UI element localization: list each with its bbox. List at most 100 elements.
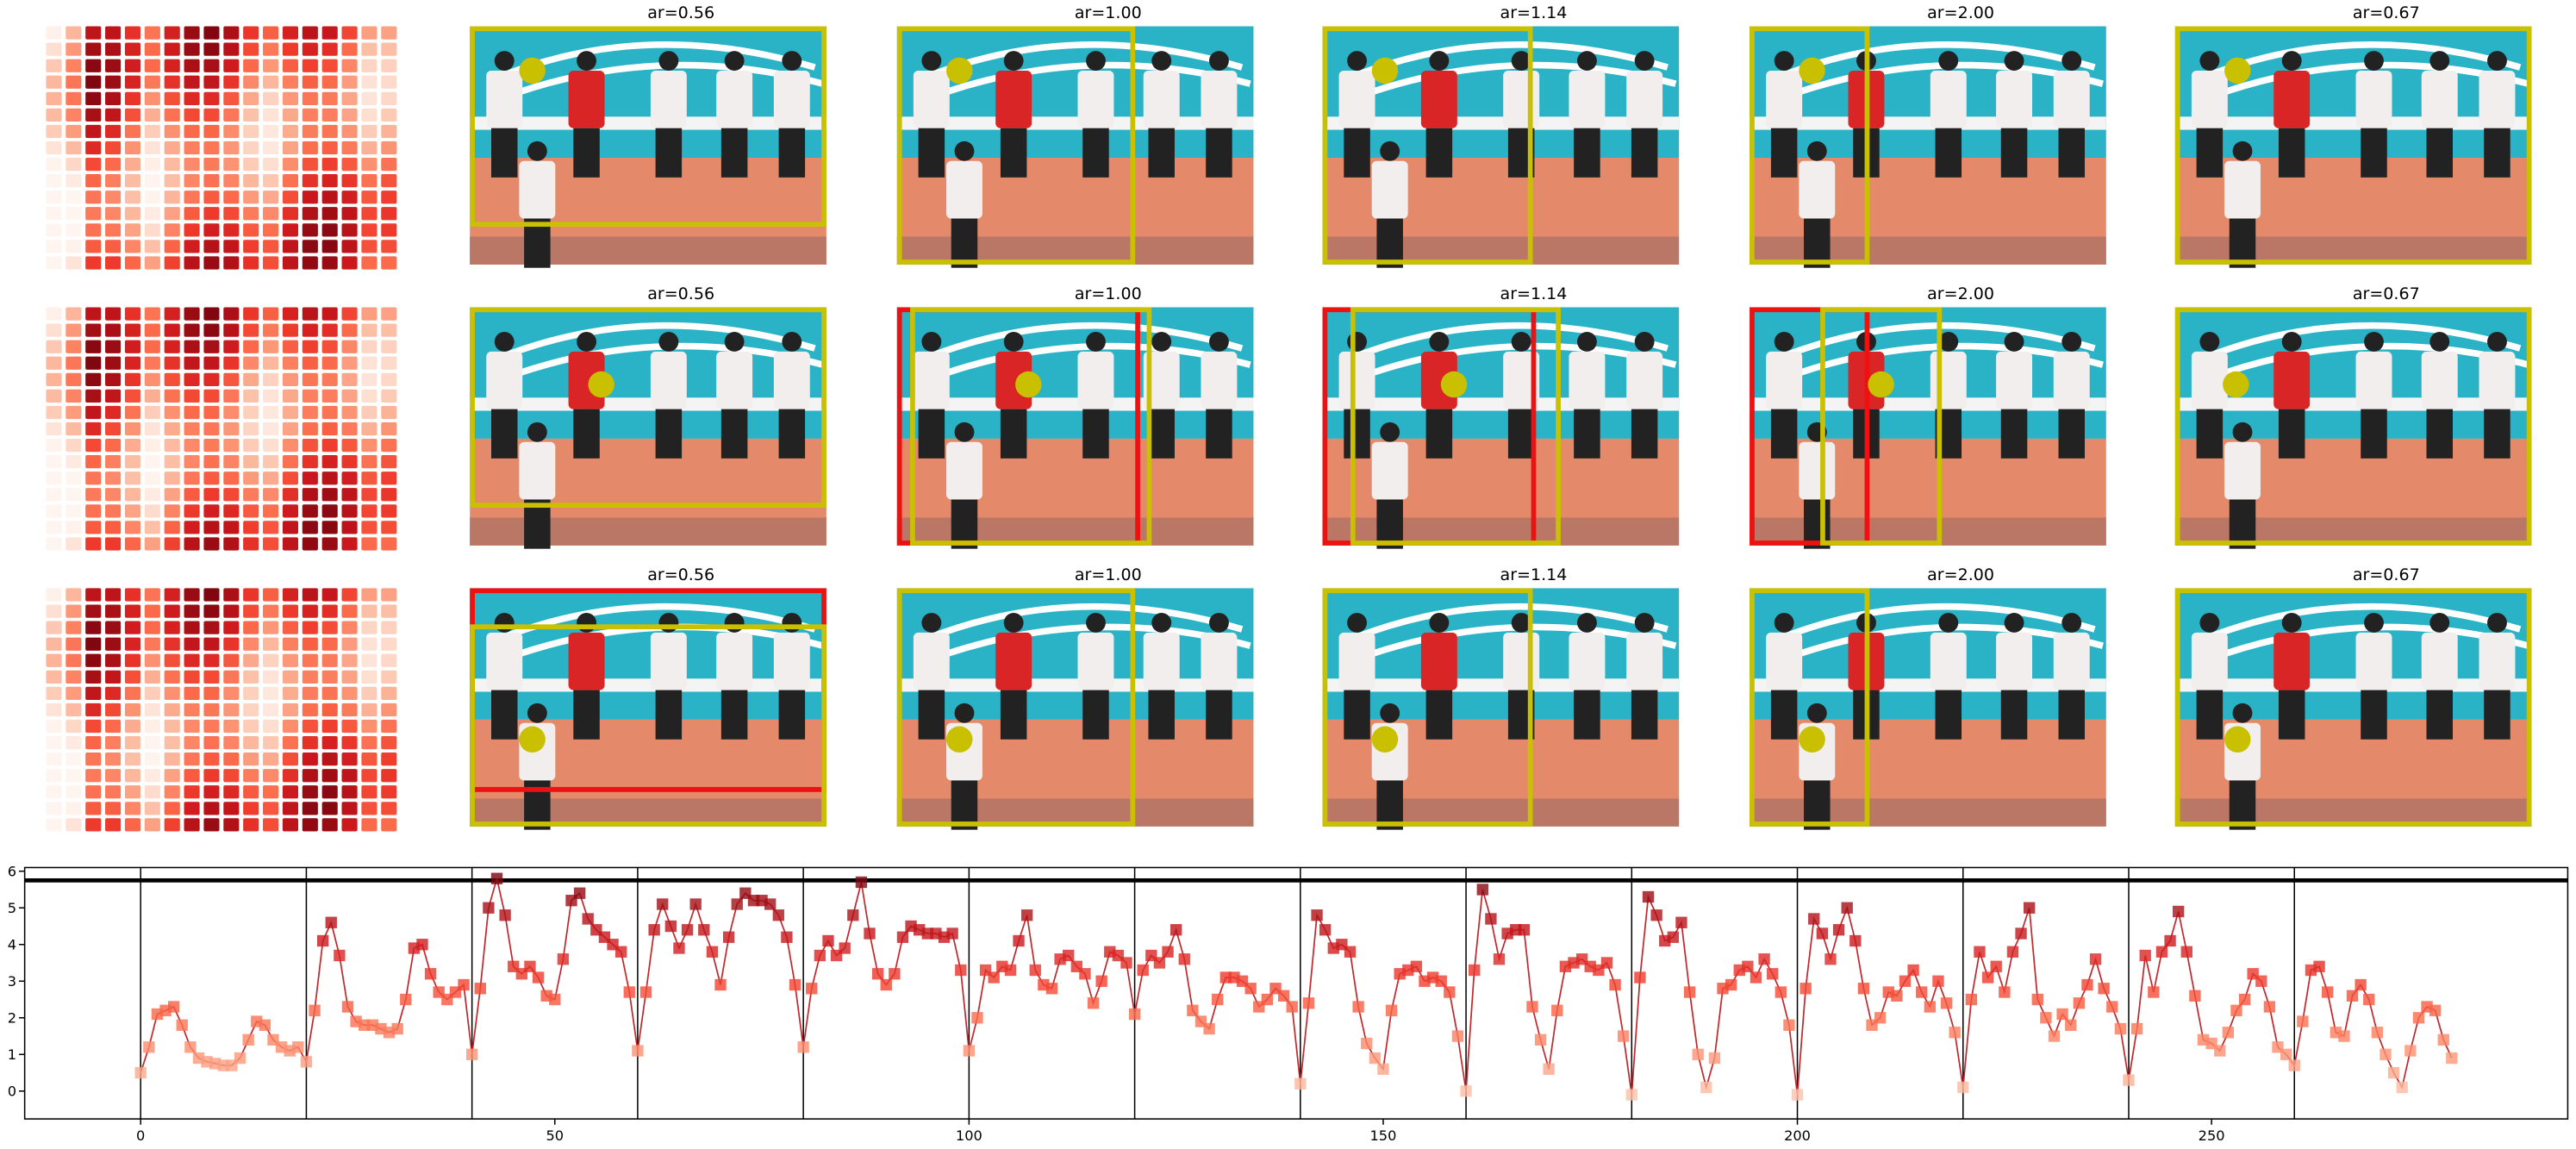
- marker: [334, 949, 346, 962]
- heatmap-cell: [105, 455, 122, 469]
- heatmap-cell: [223, 174, 240, 188]
- heatmap-cell: [164, 75, 180, 89]
- heatmap-cell: [263, 108, 279, 122]
- heatmap-cell: [341, 653, 358, 667]
- heatmap-cell: [46, 207, 62, 221]
- heatmap-cell: [302, 785, 318, 799]
- heatmap-cell: [381, 785, 397, 799]
- player-head: [1576, 51, 1597, 71]
- heatmap-cell: [65, 356, 82, 370]
- player-legs: [1206, 690, 1232, 740]
- player-legs: [1344, 690, 1370, 740]
- heatmap-cell: [263, 621, 279, 634]
- player-head: [1086, 332, 1106, 352]
- player: [1371, 160, 1408, 219]
- heatmap-cell: [381, 59, 397, 72]
- heatmap-cell: [282, 256, 299, 270]
- heatmap-cell: [105, 323, 122, 337]
- net: [1322, 116, 1680, 130]
- heatmap-cell: [144, 769, 160, 783]
- heatmap-cell: [223, 190, 240, 204]
- heatmap-cell: [341, 621, 358, 634]
- player: [716, 70, 753, 128]
- heatmap-cell: [381, 340, 397, 353]
- player-head: [2232, 422, 2253, 442]
- heatmap-cell: [164, 438, 180, 453]
- player: [2053, 632, 2090, 690]
- heatmap-cell: [361, 588, 377, 602]
- heatmap-cell: [85, 108, 102, 122]
- marker: [2023, 902, 2036, 914]
- heatmap-cell: [263, 537, 279, 551]
- heatmap-cell: [282, 455, 299, 469]
- marker: [1932, 975, 1944, 987]
- bbox: [910, 307, 1152, 546]
- heatmap-cell: [361, 223, 377, 237]
- heatmap-cell: [144, 735, 160, 750]
- marker: [292, 1041, 304, 1053]
- heatmap-cell: [184, 372, 200, 386]
- player: [1338, 70, 1375, 128]
- heatmap-cell: [243, 91, 259, 105]
- heatmap-cell: [124, 223, 141, 237]
- heatmap-cell: [105, 438, 122, 453]
- heatmap-cell: [164, 769, 180, 783]
- heatmap-cell: [203, 785, 220, 799]
- heatmap-cell: [223, 91, 240, 105]
- marker: [2015, 927, 2027, 940]
- heatmap-cell: [203, 504, 220, 518]
- heatmap-cell: [263, 471, 279, 485]
- heatmap-cell: [341, 785, 358, 799]
- heatmap-cell: [105, 26, 122, 40]
- marker: [1675, 916, 1687, 928]
- marker: [2297, 1015, 2309, 1027]
- marker: [1650, 909, 1662, 921]
- marker: [391, 1022, 403, 1035]
- player: [995, 70, 1032, 128]
- heatmap-cell: [184, 157, 200, 172]
- player: [650, 632, 687, 690]
- marker: [1725, 978, 1737, 991]
- heatmap-cell: [223, 719, 240, 734]
- player-head: [2199, 332, 2220, 352]
- heatmap-cell: [341, 818, 358, 832]
- player-head: [1003, 332, 1024, 352]
- marker: [946, 927, 958, 940]
- player: [913, 632, 950, 690]
- heatmap-cell: [46, 42, 62, 56]
- heatmap-cell: [85, 719, 102, 734]
- player: [1371, 441, 1408, 500]
- heatmap-cell: [144, 686, 160, 701]
- heatmap-cell: [65, 323, 82, 337]
- heatmap-cell: [223, 703, 240, 717]
- heatmap-cell: [282, 389, 299, 403]
- heatmap-cell: [164, 372, 180, 386]
- marker: [1361, 1037, 1373, 1050]
- heatmap-cell: [203, 240, 220, 253]
- heatmap-cell: [243, 653, 259, 667]
- heatmap-cell: [184, 141, 200, 155]
- heatmap-cell: [46, 389, 62, 403]
- heatmap-cell: [65, 340, 82, 353]
- heatmap-cell: [321, 256, 338, 270]
- heatmap-cell: [282, 356, 299, 370]
- heatmap-cell: [164, 124, 180, 139]
- marker: [1907, 964, 1919, 977]
- player-head: [1347, 613, 1367, 633]
- player-legs: [778, 409, 806, 459]
- heatmap-cell: [85, 521, 102, 534]
- heatmap-cell: [341, 207, 358, 221]
- player: [568, 70, 605, 128]
- marker: [681, 924, 694, 936]
- marker: [2238, 993, 2251, 1006]
- heatmap-cell: [164, 670, 180, 684]
- heatmap-cell: [223, 356, 240, 370]
- marker: [864, 927, 876, 940]
- panel-title: ar=0.67: [2353, 3, 2420, 22]
- heatmap-cell: [85, 190, 102, 204]
- marker: [1261, 993, 1274, 1006]
- heatmap-cell: [282, 323, 299, 337]
- heatmap-cell: [302, 256, 318, 270]
- marker: [2396, 1081, 2408, 1094]
- marker: [1534, 1033, 1547, 1046]
